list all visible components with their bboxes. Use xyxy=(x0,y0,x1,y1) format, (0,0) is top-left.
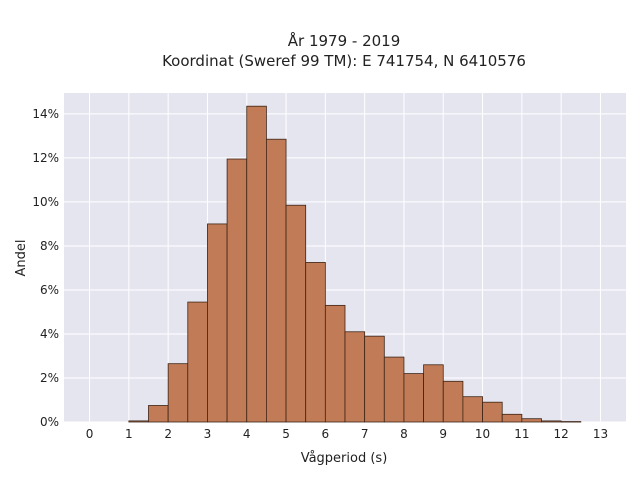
histogram-bar xyxy=(305,262,326,423)
histogram-bar xyxy=(187,301,208,423)
histogram-bar xyxy=(364,335,385,423)
histogram-bar xyxy=(207,223,228,423)
x-tick-label: 12 xyxy=(554,427,569,441)
x-tick-label: 13 xyxy=(593,427,608,441)
histogram-bar xyxy=(246,105,267,423)
x-tick-label: 2 xyxy=(164,427,172,441)
histogram-bar xyxy=(344,331,366,423)
y-axis-ticks: 0% 2% 4% 6% 8% 10% 12% 14% xyxy=(32,107,59,429)
histogram-bar xyxy=(285,204,307,423)
y-tick-label: 6% xyxy=(40,283,59,297)
x-tick-label: 11 xyxy=(514,427,529,441)
histogram-bar xyxy=(265,138,287,423)
histogram-bar xyxy=(482,401,503,423)
histogram-bar xyxy=(324,304,346,423)
x-tick-label: 5 xyxy=(282,427,290,441)
x-tick-label: 3 xyxy=(204,427,212,441)
histogram-bar xyxy=(383,356,405,423)
histogram-bar xyxy=(167,363,189,423)
x-tick-label: 7 xyxy=(361,427,369,441)
histogram-bar xyxy=(403,373,425,423)
x-axis-ticks: 0 1 2 3 4 5 6 7 8 9 10 11 12 13 xyxy=(86,427,608,441)
y-tick-label: 12% xyxy=(32,151,59,165)
histogram-bar xyxy=(128,420,149,423)
histogram-bar xyxy=(226,158,248,423)
histogram-bar xyxy=(423,364,444,423)
x-tick-label: 10 xyxy=(475,427,490,441)
chart-subtitle: Koordinat (Sweref 99 TM): E 741754, N 64… xyxy=(162,52,526,70)
y-tick-label: 14% xyxy=(32,107,59,121)
x-tick-label: 9 xyxy=(439,427,447,441)
histogram-bar xyxy=(148,405,169,423)
histogram-bar xyxy=(560,421,582,423)
y-tick-label: 4% xyxy=(40,327,59,341)
histogram-bar xyxy=(501,413,523,423)
y-tick-label: 0% xyxy=(40,415,59,429)
y-axis-label: Andel xyxy=(14,240,29,277)
x-tick-label: 4 xyxy=(243,427,251,441)
x-tick-label: 8 xyxy=(400,427,408,441)
y-tick-label: 8% xyxy=(40,239,59,253)
histogram-bar xyxy=(462,396,483,423)
x-tick-label: 0 xyxy=(86,427,94,441)
x-tick-label: 6 xyxy=(322,427,330,441)
histogram-bar xyxy=(521,418,542,423)
x-axis-label: Vågperiod (s) xyxy=(301,451,388,466)
histogram-bar xyxy=(442,380,464,423)
x-tick-label: 1 xyxy=(125,427,133,441)
histogram-bar xyxy=(541,420,562,423)
y-tick-label: 2% xyxy=(40,371,59,385)
y-tick-label: 10% xyxy=(32,195,59,209)
chart-title: År 1979 - 2019 xyxy=(288,31,401,50)
bars xyxy=(128,105,582,423)
